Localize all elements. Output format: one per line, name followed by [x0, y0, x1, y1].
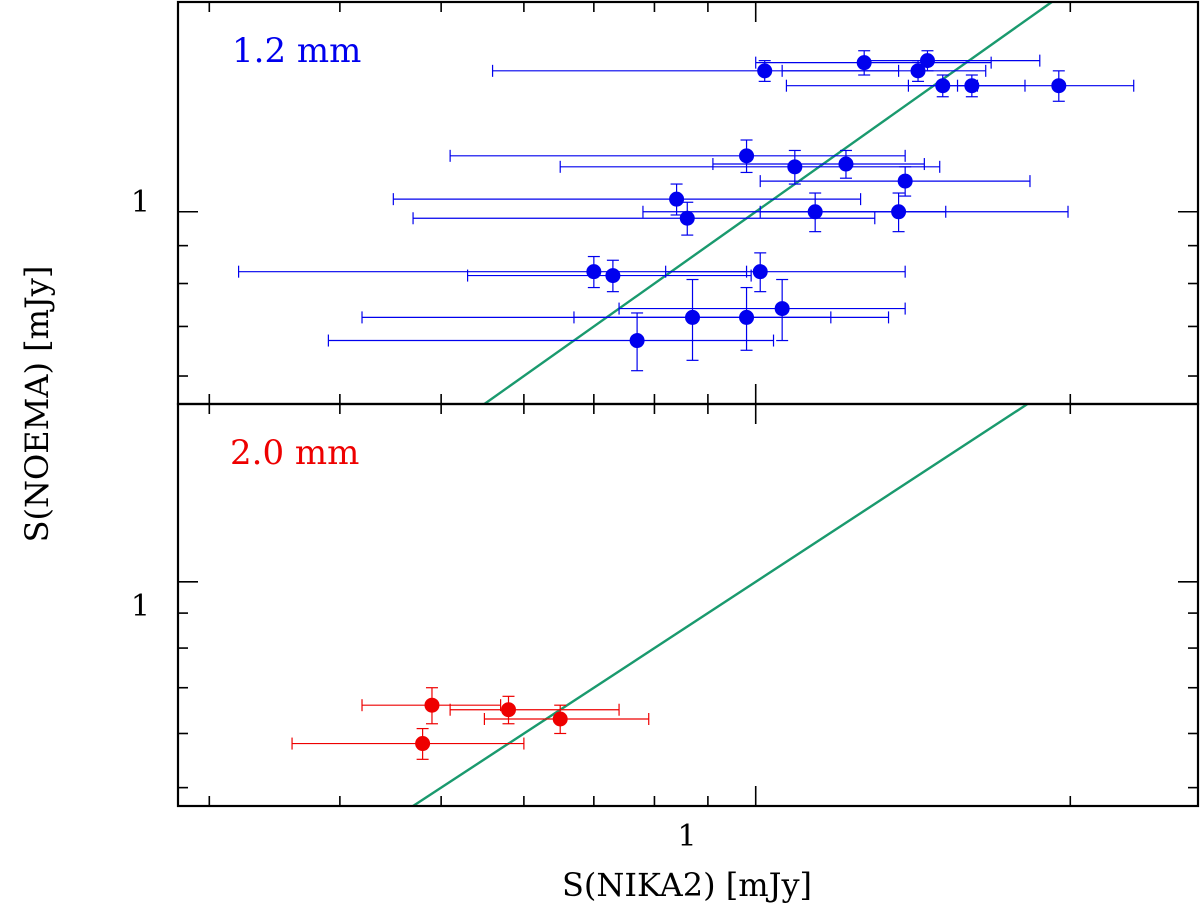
one-to-one-line-2p0mm: [412, 402, 1029, 808]
marker: [774, 301, 790, 317]
marker: [586, 264, 602, 280]
data-point: [449, 139, 906, 174]
data-point: [781, 60, 987, 82]
frame-2p0mm: [176, 402, 1200, 808]
data-point: [392, 183, 862, 216]
panel-title-2p0mm: 2.0 mm: [230, 433, 359, 473]
data-point: [361, 687, 502, 725]
data-point: [863, 50, 1041, 72]
marker: [739, 309, 755, 325]
data-point: [573, 286, 890, 351]
marker: [679, 210, 695, 226]
marker: [891, 204, 907, 220]
marker: [838, 156, 854, 172]
marker: [919, 53, 935, 69]
marker: [910, 63, 926, 79]
marker: [500, 702, 516, 718]
panel-2p0mm: 2.0 mm 1: [131, 402, 1200, 808]
one-to-one-line-1p2mm: [483, 1, 1053, 405]
ticks-1p2mm: [178, 2, 1198, 404]
points-2p0mm: [291, 687, 650, 760]
x-axis-label: S(NIKA2) [mJy]: [562, 866, 812, 904]
marker: [787, 159, 803, 175]
marker: [757, 63, 773, 79]
data-point: [956, 70, 1135, 102]
marker: [897, 173, 913, 189]
data-point: [665, 252, 906, 293]
marker: [605, 268, 621, 284]
y-axis-label: S(NOEMA) [mJy]: [18, 266, 56, 543]
y-tick-label-1-top: 1: [131, 185, 150, 220]
marker: [415, 736, 431, 752]
data-point: [327, 312, 775, 372]
marker: [1051, 78, 1067, 94]
panel-title-1p2mm: 1.2 mm: [232, 31, 361, 71]
panel-1p2mm: 1.2 mm 1: [131, 0, 1200, 406]
y-tick-label-1-bottom: 1: [131, 589, 150, 624]
marker: [669, 191, 685, 207]
data-point: [712, 149, 925, 179]
data-point: [759, 166, 1031, 197]
marker: [752, 264, 768, 280]
data-point: [618, 278, 906, 342]
data-point: [759, 192, 1069, 233]
x-tick-label-1: 1: [677, 819, 696, 854]
marker: [629, 333, 645, 349]
data-point: [449, 695, 620, 725]
points-1p2mm: [238, 50, 1135, 372]
data-point: [483, 704, 650, 735]
data-point: [466, 259, 752, 293]
ticks-2p0mm: [178, 404, 1198, 806]
data-point: [291, 727, 525, 760]
marker: [739, 148, 755, 164]
data-point: [412, 201, 876, 236]
marker: [552, 711, 568, 727]
marker: [424, 697, 440, 713]
data-point: [559, 149, 941, 185]
